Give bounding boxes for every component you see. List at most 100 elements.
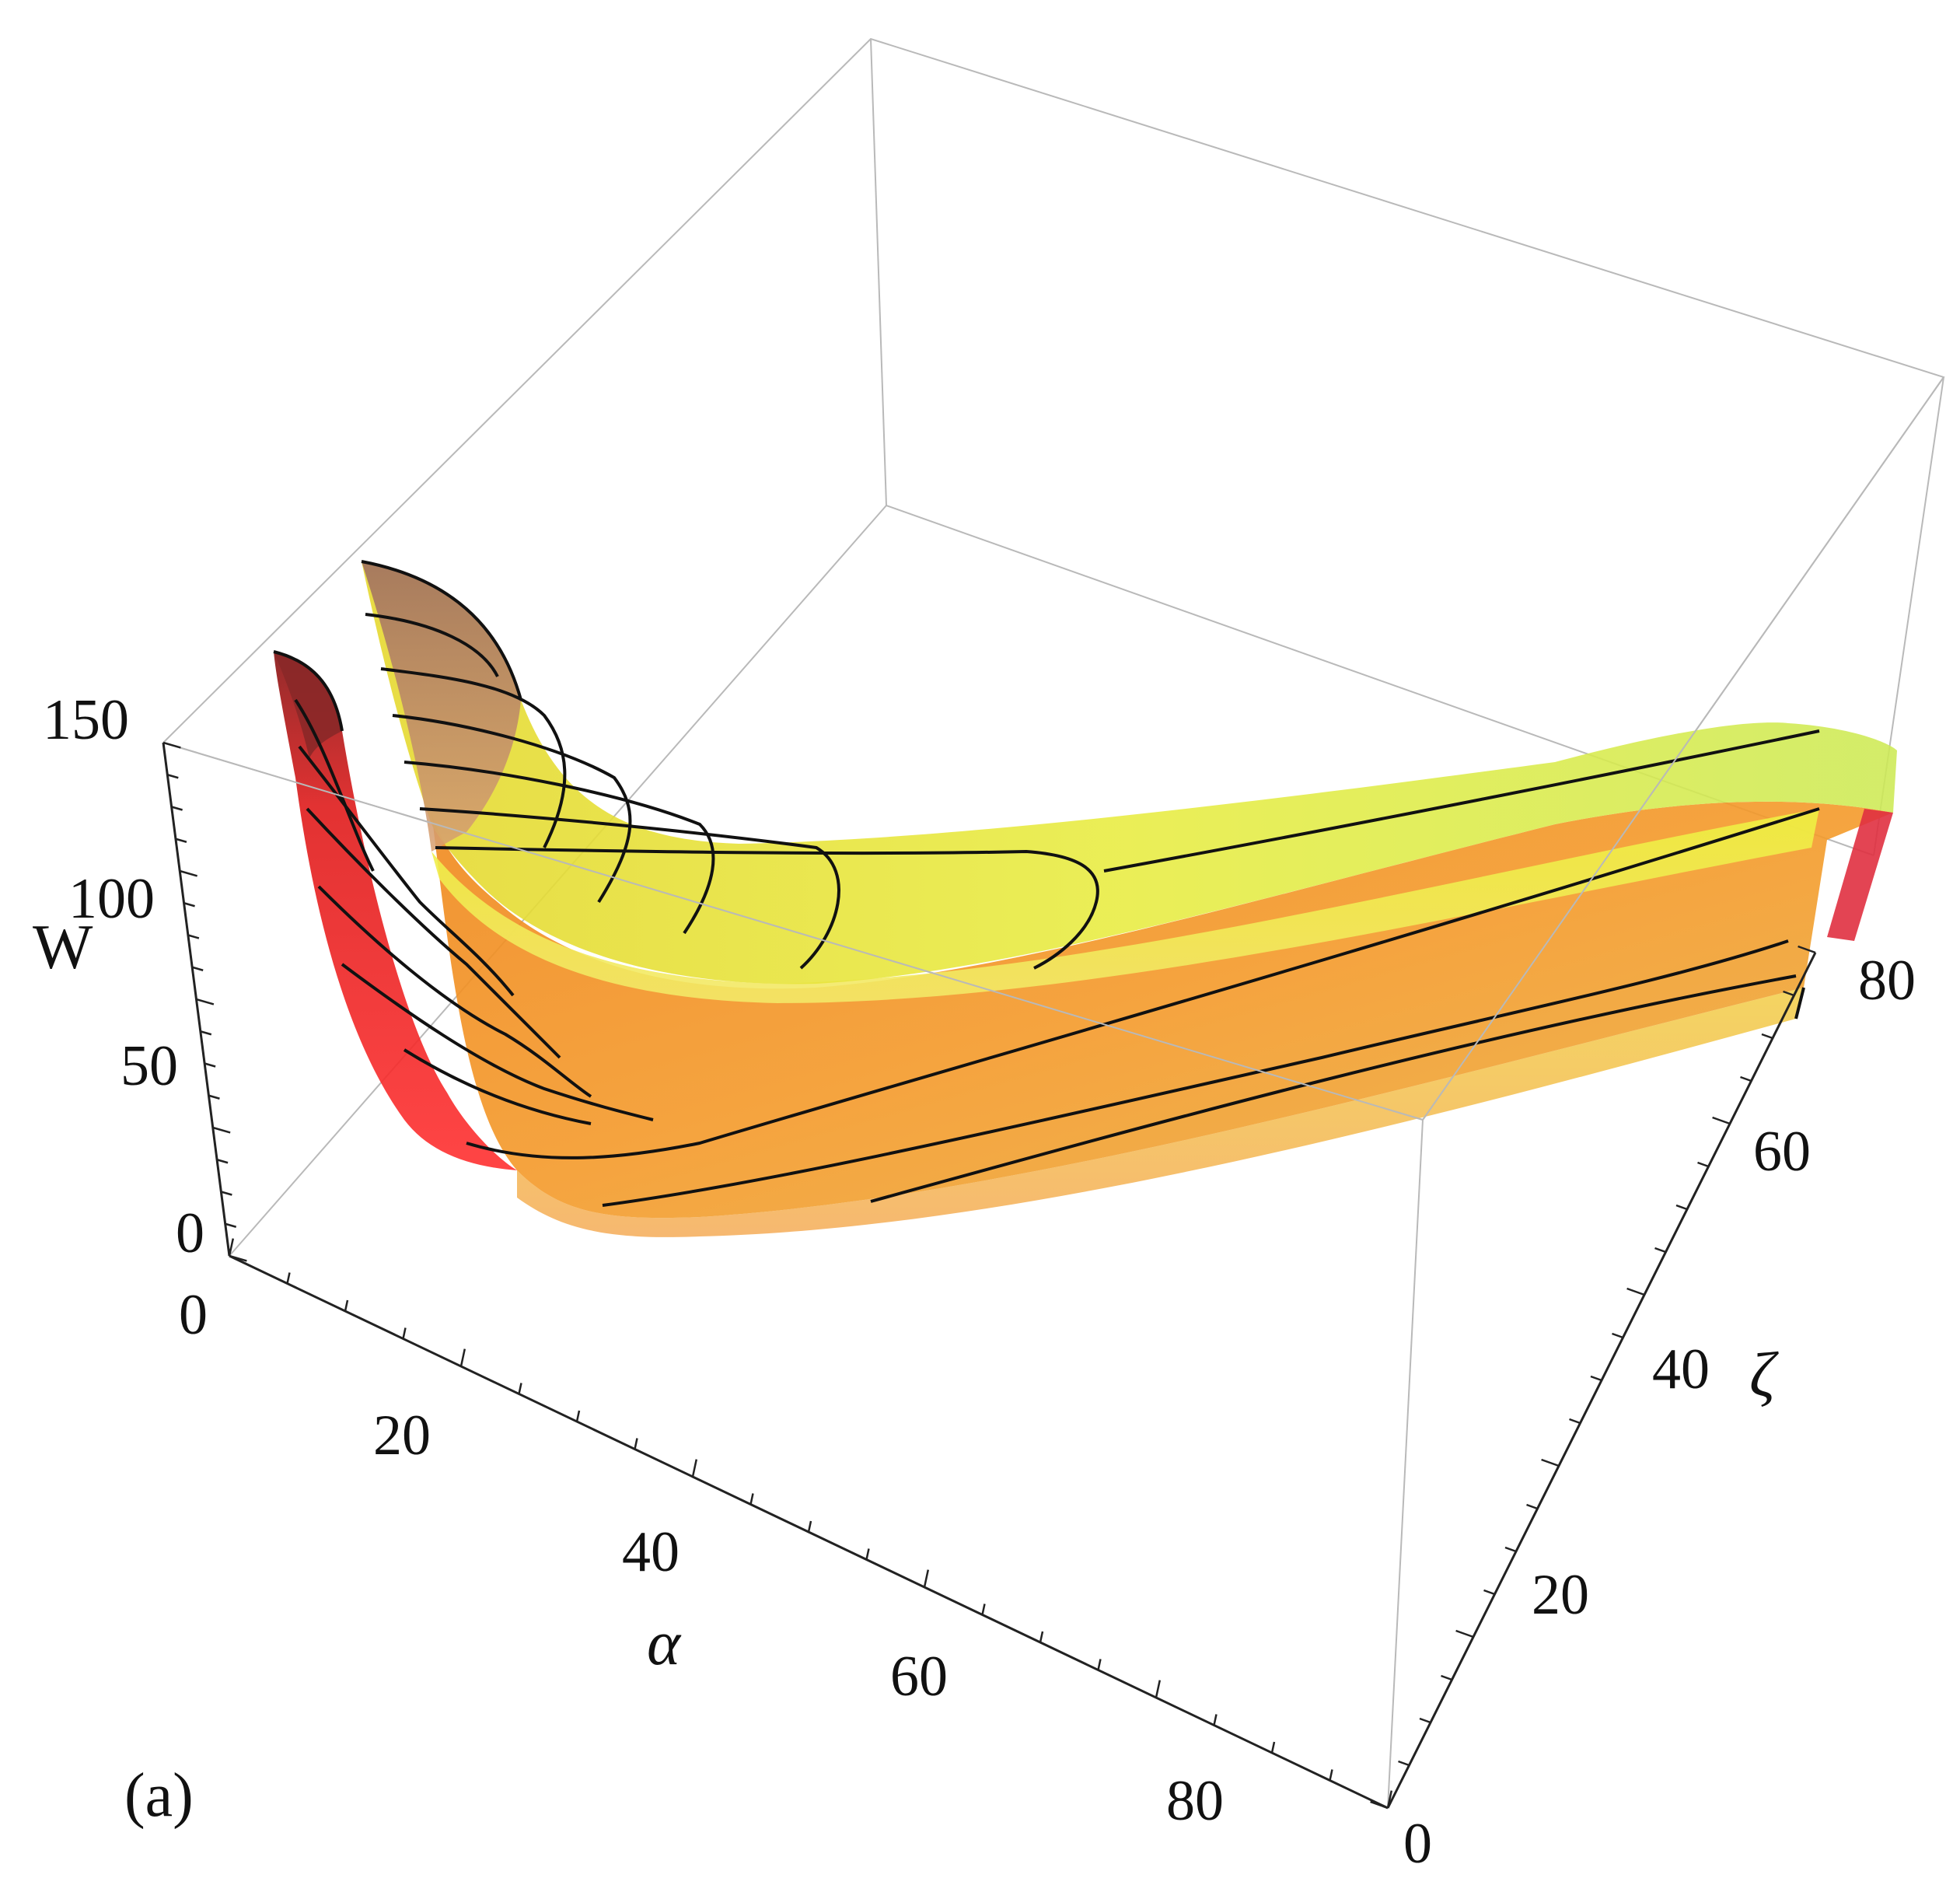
- zeta-tick-label: 80: [1858, 949, 1916, 1012]
- contour-line: [341, 963, 654, 1121]
- contour-line: [602, 939, 1789, 1207]
- zeta-tick-label: 40: [1652, 1338, 1710, 1401]
- axes: [162, 741, 1817, 1810]
- zeta-axis-tick: [1419, 1717, 1431, 1724]
- alpha-tick-label: 60: [890, 1645, 948, 1708]
- zeta-axis-tick: [1590, 1375, 1602, 1382]
- zeta-axis-label: ζ: [1749, 1339, 1779, 1410]
- w-axis-tick: [221, 1191, 232, 1196]
- zeta-axis-tick: [1398, 1760, 1410, 1767]
- alpha-axis-tick: [286, 1272, 291, 1284]
- contour-line: [273, 650, 344, 732]
- w-axis-tick: [175, 838, 187, 843]
- contour-line: [419, 807, 840, 970]
- contour-line: [404, 761, 715, 935]
- box-vertical-back: [870, 38, 887, 506]
- zeta-axis-tick: [1569, 1418, 1581, 1425]
- w-axis-tick: [204, 1062, 216, 1068]
- w-axis-tick: [191, 966, 204, 971]
- surface-yellow: [362, 561, 1897, 984]
- w-axis-ticks: [162, 741, 247, 1262]
- tick-labels: 150 100 50 0 0 20 40 60 80 0 20 40 60 80: [43, 688, 1916, 1876]
- zeta-axis-tick: [1612, 1332, 1623, 1339]
- zeta-axis-tick: [1761, 1033, 1773, 1040]
- w-tick-label: 150: [43, 688, 129, 752]
- zeta-axis-tick: [1798, 945, 1816, 954]
- alpha-axis-tick: [1329, 1769, 1333, 1781]
- w-axis-tick: [216, 1159, 229, 1164]
- alpha-axis-tick: [1270, 1741, 1276, 1754]
- surface-yellow-front: [431, 809, 1819, 1003]
- zeta-axis-tick: [1675, 1204, 1688, 1211]
- zeta-tick-label: 60: [1753, 1120, 1811, 1184]
- contour-lines: [273, 560, 1820, 1207]
- contour-line: [435, 846, 1099, 970]
- w-axis-tick: [187, 934, 200, 939]
- alpha-axis-tick: [518, 1383, 522, 1394]
- alpha-axis-tick: [981, 1603, 986, 1615]
- alpha-axis-tick: [1039, 1631, 1044, 1643]
- zeta-axis-tick: [1441, 1674, 1452, 1681]
- alpha-axis-tick: [1097, 1659, 1102, 1670]
- surface-red-right: [1827, 809, 1893, 941]
- alpha-axis-tick: [344, 1299, 349, 1312]
- contour-line: [365, 613, 499, 677]
- front-box-edges: [162, 376, 1944, 1121]
- contour-line: [306, 807, 561, 1059]
- zeta-tick-label: 20: [1532, 1563, 1589, 1627]
- alpha-tick-label: 80: [1166, 1769, 1224, 1833]
- contour-line: [317, 885, 592, 1098]
- w-axis-label: W: [33, 911, 93, 982]
- zeta-axis-tick: [1541, 1458, 1560, 1467]
- box-top-right-front: [1422, 376, 1944, 1121]
- alpha-axis-ticks: [228, 1238, 1393, 1809]
- surface-brown-cap: [362, 561, 521, 852]
- zeta-axis-tick: [1654, 1247, 1666, 1254]
- contour-line: [403, 1048, 592, 1125]
- zeta-axis-tick: [1483, 1589, 1495, 1596]
- box-vertical-front: [1387, 1119, 1424, 1809]
- w-tick-label: 50: [121, 1034, 178, 1098]
- contour-line: [294, 698, 375, 872]
- alpha-axis-tick: [749, 1493, 754, 1505]
- contour-line: [870, 974, 1797, 1203]
- surfaces: [274, 561, 1897, 1237]
- alpha-axis-tick: [923, 1569, 930, 1588]
- zeta-axis-tick: [1370, 1800, 1389, 1810]
- contour-line: [1103, 729, 1820, 873]
- alpha-axis-tick: [634, 1438, 638, 1450]
- w-tick-label: 0: [176, 1201, 204, 1265]
- zeta-axis-tick: [1626, 1287, 1645, 1296]
- alpha-tick-label: 20: [373, 1404, 431, 1467]
- alpha-axis-label: α: [647, 1607, 682, 1678]
- contour-line: [1794, 987, 1805, 1019]
- zeta-axis-tick: [1504, 1546, 1517, 1553]
- box-bottom-back: [229, 504, 1874, 1257]
- contour-line: [361, 560, 522, 701]
- w-axis-tick: [225, 1222, 237, 1228]
- alpha-tick-label: 0: [179, 1283, 208, 1347]
- w-axis-tick: [162, 741, 181, 749]
- zeta-axis-tick: [1697, 1161, 1709, 1168]
- alpha-axis-tick: [1155, 1680, 1162, 1698]
- zeta-axis-tick: [1712, 1116, 1731, 1125]
- w-axis-tick: [196, 998, 215, 1005]
- zeta-axis-tick: [1783, 990, 1794, 997]
- alpha-axis-tick: [402, 1327, 407, 1339]
- w-axis-tick: [166, 774, 179, 779]
- alpha-axis-tick: [865, 1548, 870, 1560]
- contour-line: [466, 807, 1820, 1159]
- alpha-axis-tick: [575, 1410, 581, 1422]
- box-diagonal-front: [162, 742, 1424, 1121]
- alpha-axis-tick: [1213, 1714, 1218, 1726]
- w-axis-tick: [208, 1094, 220, 1100]
- w-axis-tick: [179, 869, 197, 877]
- zeta-tick-label: 0: [1403, 1812, 1432, 1876]
- contour-line: [380, 667, 567, 848]
- alpha-axis-tick: [807, 1520, 812, 1533]
- w-axis-tick: [183, 902, 195, 908]
- surface-red-cap: [274, 652, 342, 758]
- w-axis-tick: [212, 1126, 231, 1134]
- alpha-axis-tick: [691, 1459, 698, 1478]
